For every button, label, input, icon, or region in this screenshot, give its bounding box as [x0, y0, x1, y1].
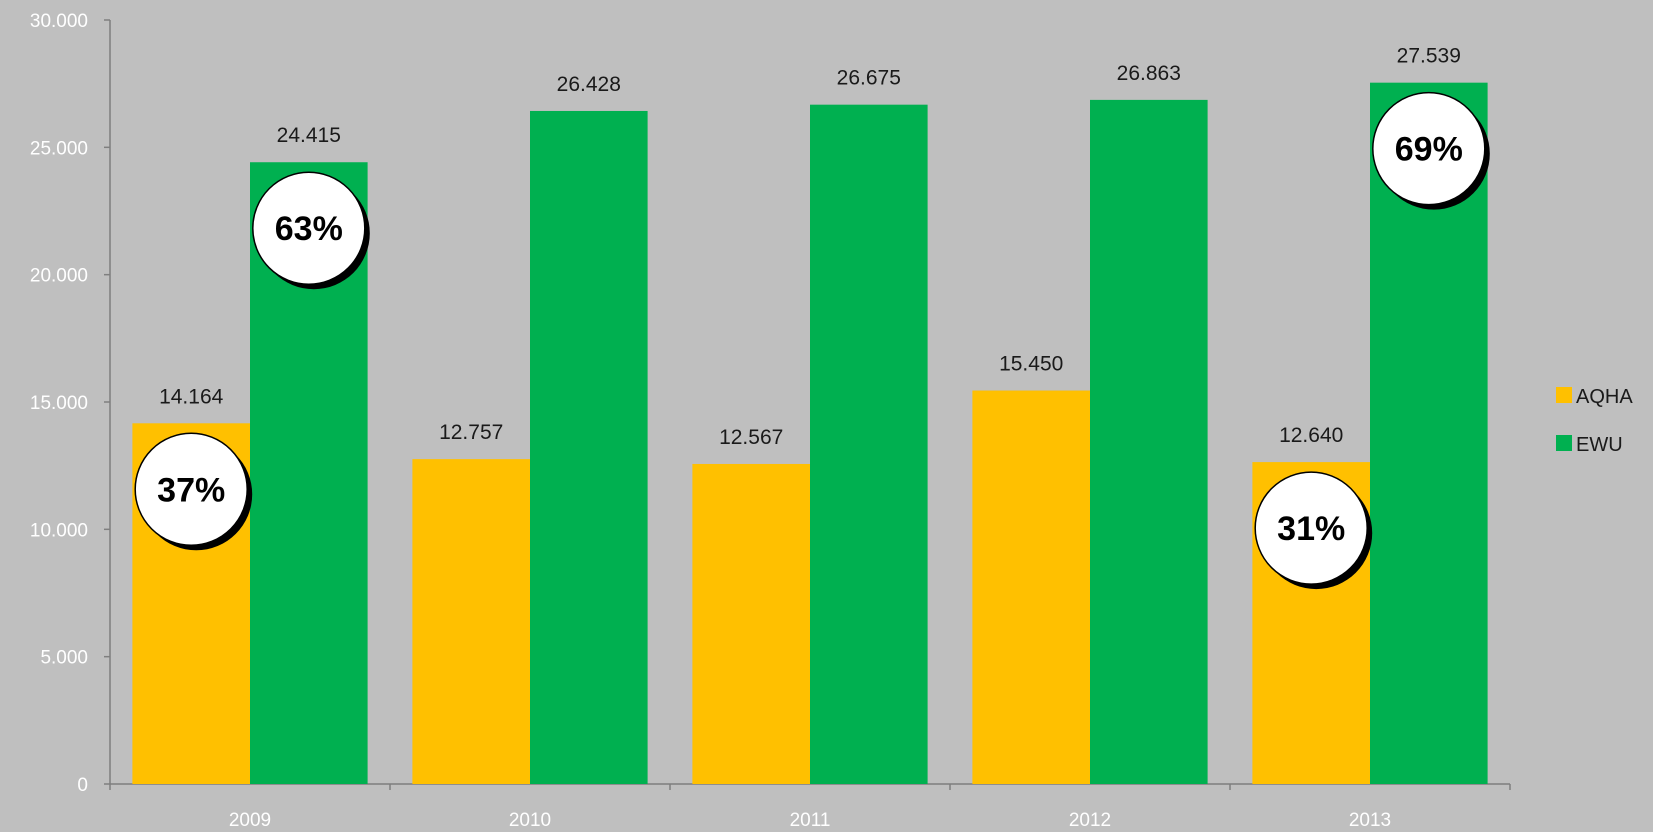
data-label: 27.539	[1397, 45, 1461, 68]
y-tick-label: 25.000	[30, 138, 88, 159]
share-badge: 69%	[1372, 91, 1490, 210]
badge-label: 63%	[275, 210, 343, 248]
badge-circle	[252, 171, 366, 285]
bar-ewu	[810, 104, 928, 785]
y-tick-label: 10.000	[30, 520, 88, 541]
x-tick-label: 2013	[1349, 810, 1391, 831]
data-label: 14.164	[159, 385, 224, 408]
badge-circle	[1372, 91, 1486, 206]
y-tick-label: 0	[77, 775, 88, 796]
share-badge: 37%	[134, 432, 253, 551]
legend-label: AQHA	[1576, 386, 1633, 408]
y-tick-label: 15.000	[30, 393, 88, 414]
legend-item-ewu: EWU	[1556, 434, 1623, 456]
x-tick-label: 2009	[229, 810, 271, 831]
legend-label: EWU	[1576, 434, 1623, 456]
bar-ewu	[530, 110, 648, 785]
bar-aqha	[972, 390, 1090, 784]
legend-swatch	[1556, 387, 1572, 403]
data-label: 12.567	[719, 426, 783, 449]
x-tick-label: 2010	[509, 810, 551, 831]
data-label: 15.450	[999, 353, 1063, 376]
y-tick-label: 20.000	[30, 266, 88, 287]
bar-aqha	[412, 459, 530, 784]
badge-label: 31%	[1277, 510, 1345, 548]
data-label: 24.415	[277, 124, 341, 147]
bar-aqha	[692, 463, 810, 784]
data-label: 26.863	[1117, 62, 1181, 85]
badge-label: 69%	[1395, 131, 1463, 169]
y-tick-label: 30.000	[30, 11, 88, 32]
share-badge: 63%	[252, 171, 370, 290]
legend-item-aqha: AQHA	[1556, 386, 1633, 408]
bar-ewu	[1090, 99, 1208, 785]
data-label: 12.757	[439, 421, 503, 444]
data-label: 12.640	[1279, 424, 1343, 447]
y-tick-label: 5.000	[40, 648, 88, 669]
badge-circle	[134, 432, 248, 547]
share-badge: 31%	[1254, 471, 1373, 590]
legend-swatch	[1556, 435, 1572, 451]
badge-label: 37%	[157, 471, 225, 509]
data-label: 26.428	[557, 73, 621, 96]
data-label: 26.675	[837, 67, 901, 90]
x-tick-label: 2012	[1069, 810, 1111, 831]
x-tick-label: 2011	[790, 810, 831, 831]
badge-circle	[1254, 471, 1368, 585]
